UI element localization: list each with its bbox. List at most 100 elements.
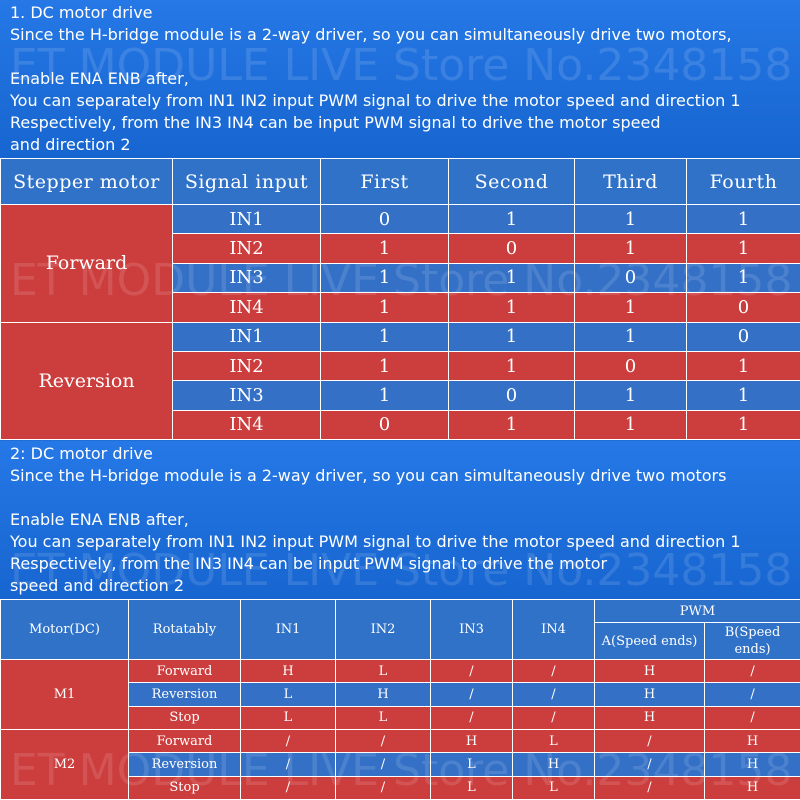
header-signal-input: Signal input <box>172 158 321 205</box>
dc-value-cell: L <box>335 705 431 730</box>
table-row: Forward IN1 0 1 1 1 <box>0 203 800 323</box>
table-row: IN4 1 1 1 0 <box>1 292 800 323</box>
section1-blank-line <box>10 46 790 68</box>
section1-line: Since the H-bridge module is a 2-way dri… <box>10 25 732 44</box>
dc-value-cell: L <box>240 682 336 707</box>
dc-value-cell: H <box>594 682 705 707</box>
signal-input-cell: IN2 <box>172 350 321 382</box>
rotation-cell: Forward <box>128 658 241 684</box>
step-value-cell: 1 <box>574 409 687 441</box>
dc-value-cell: H <box>594 658 705 684</box>
table-row: IN3 1 0 1 1 <box>1 380 800 411</box>
step-value-cell: 1 <box>574 203 687 235</box>
section1-line: You can separately from IN1 IN2 input PW… <box>10 91 741 110</box>
dc-value-cell: L <box>512 728 595 754</box>
dc-value-cell: / <box>335 775 431 800</box>
dc-value-cell: H <box>512 752 595 777</box>
dc-value-cell: L <box>430 752 513 777</box>
signal-input-cell: IN3 <box>172 262 321 294</box>
section2-line: You can separately from IN1 IN2 input PW… <box>10 532 741 551</box>
header-in4: IN4 <box>512 599 595 660</box>
section2-line: Enable ENA ENB after, <box>10 510 189 529</box>
step-value-cell: 1 <box>574 321 687 352</box>
table-header-subrow: A(Speed ends) B(Speed ends) <box>1 622 800 660</box>
header-third: Third <box>574 158 687 205</box>
section1-line: Enable ENA ENB after, <box>10 69 189 88</box>
header-fourth: Fourth <box>686 158 800 205</box>
step-value-cell: 1 <box>686 350 800 382</box>
dc-value-cell: / <box>594 775 705 800</box>
step-value-cell: 0 <box>686 321 800 352</box>
step-value-cell: 1 <box>448 203 575 235</box>
dc-value-cell: / <box>594 728 705 754</box>
section2-heading: 2: DC motor drive <box>10 444 153 463</box>
rotation-cell: Reversion <box>128 752 241 777</box>
step-value-cell: 1 <box>320 321 449 352</box>
section1-heading: 1. DC motor drive <box>10 3 153 22</box>
signal-input-cell: IN1 <box>172 321 321 352</box>
step-value-cell: 1 <box>320 262 449 294</box>
signal-input-cell: IN2 <box>172 233 321 264</box>
step-value-cell: 0 <box>574 262 687 294</box>
dc-value-cell: / <box>430 682 513 707</box>
dc-table-body: M1 Forward H L / / H / Reversion L H / / H / Stop L L / / H /… <box>0 658 800 800</box>
dc-value-cell: L <box>512 775 595 800</box>
rotation-cell: Forward <box>128 728 241 754</box>
header-in1: IN1 <box>240 599 336 660</box>
step-value-cell: 1 <box>686 380 800 411</box>
table-row: M2 Forward / / H L / H <box>0 728 800 800</box>
step-value-cell: 1 <box>686 262 800 294</box>
dc-value-cell: L <box>335 658 431 684</box>
table-row: Stop L L / / H / <box>1 705 800 730</box>
dc-value-cell: / <box>430 705 513 730</box>
table-row: Reversion L H / / H / <box>1 682 800 707</box>
step-value-cell: 1 <box>320 233 449 264</box>
step-value-cell: 1 <box>448 350 575 382</box>
dc-motor-drive-section-2: 2: DC motor drive Since the H-bridge mod… <box>0 441 800 599</box>
dc-value-cell: / <box>703 705 800 730</box>
dc-value-cell: H <box>335 682 431 707</box>
section2-line: Since the H-bridge module is a 2-way dri… <box>10 466 727 485</box>
step-value-cell: 1 <box>686 203 800 235</box>
step-value-cell: 1 <box>448 409 575 441</box>
section1-line: and direction 2 <box>10 135 131 154</box>
dc-value-cell: H <box>594 705 705 730</box>
header-pwm: PWM <box>593 599 800 623</box>
header-rotatably: Rotatably <box>128 599 241 660</box>
dc-value-cell: / <box>703 658 800 684</box>
step-value-cell: 0 <box>686 292 800 323</box>
header-pwm-b: B(Speed ends) <box>703 622 800 660</box>
step-value-cell: 1 <box>574 292 687 323</box>
dc-motor-table: Motor(DC) Rotatably IN1 IN2 IN3 IN4 PWM … <box>0 599 800 800</box>
dc-value-cell: H <box>703 775 800 800</box>
signal-input-cell: IN3 <box>172 380 321 411</box>
step-value-cell: 1 <box>448 321 575 352</box>
dc-value-cell: / <box>512 658 595 684</box>
step-value-cell: 0 <box>448 380 575 411</box>
dc-value-cell: H <box>703 752 800 777</box>
stepper-table-body: Forward IN1 0 1 1 1 IN2 1 0 1 1 IN3 1 1 0 1 IN4 1 1 1 0 Rever… <box>0 203 800 441</box>
step-value-cell: 1 <box>686 409 800 441</box>
signal-input-cell: IN1 <box>172 203 321 235</box>
step-value-cell: 0 <box>448 233 575 264</box>
dc-value-cell: / <box>512 682 595 707</box>
dc-value-cell: / <box>594 752 705 777</box>
step-value-cell: 1 <box>320 350 449 382</box>
header-stepper-motor: Stepper motor <box>0 158 173 205</box>
step-value-cell: 1 <box>574 380 687 411</box>
step-value-cell: 1 <box>320 292 449 323</box>
rotation-cell: Reversion <box>128 682 241 707</box>
signal-input-cell: IN4 <box>172 292 321 323</box>
table-row: M1 Forward H L / / H / <box>0 658 800 730</box>
dc-value-cell: / <box>335 728 431 754</box>
rotation-cell: Stop <box>128 705 241 730</box>
stepper-direction-cell: Reversion <box>0 321 173 440</box>
stepper-direction-cell: Forward <box>0 204 173 323</box>
dc-value-cell: L <box>240 705 336 730</box>
header-first: First <box>320 158 449 205</box>
section1-line: Respectively, from the IN3 IN4 can be in… <box>10 113 661 132</box>
dc-value-cell: H <box>430 728 513 754</box>
header-pwm-a: A(Speed ends) <box>594 622 705 660</box>
dc-value-cell: H <box>703 728 800 754</box>
step-value-cell: 0 <box>574 350 687 382</box>
